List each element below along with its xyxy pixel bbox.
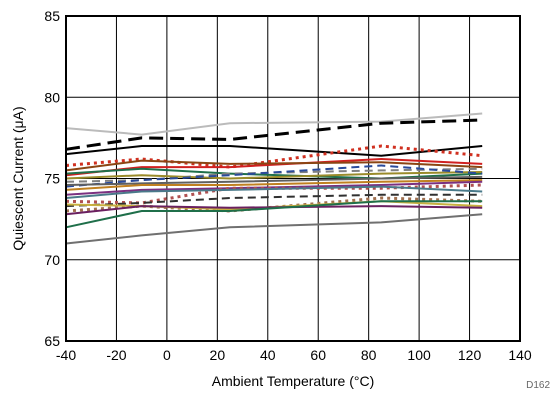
y-tick-label: 65 (44, 333, 60, 349)
y-axis-label: Quiescent Current (μA) (10, 106, 26, 250)
x-tick-label: -20 (106, 347, 126, 363)
series-line-19 (65, 205, 483, 216)
x-tick-label: 20 (210, 347, 226, 363)
series-line-7 (65, 167, 483, 180)
x-tick-label: 120 (458, 347, 482, 363)
y-tick-label: 70 (44, 252, 60, 268)
series-line-14 (65, 183, 483, 205)
x-tick-labels: -40 -20 0 20 40 60 80 100 120 140 (56, 347, 532, 363)
x-axis-label: Ambient Temperature (°C) (212, 373, 375, 389)
y-tick-label: 85 (44, 8, 60, 24)
series-line-13 (65, 180, 483, 196)
x-tick-label: -40 (56, 347, 76, 363)
series-line-15 (65, 185, 483, 199)
series-line-2 (65, 118, 483, 151)
series-line-18 (65, 200, 483, 211)
grid-lines (65, 15, 521, 342)
x-tick-label: 40 (260, 347, 276, 363)
y-tick-label: 75 (44, 171, 60, 187)
series-line-12 (65, 179, 483, 191)
series-line-9 (65, 171, 483, 180)
figure-code: D162 (526, 380, 550, 391)
x-tick-label: 60 (310, 347, 326, 363)
x-tick-label: 140 (508, 347, 532, 363)
series-layer (65, 112, 483, 245)
series-line-20 (65, 200, 483, 229)
plot-area-frame (65, 15, 521, 342)
y-tick-labels: 65 70 75 80 85 (44, 8, 60, 349)
series-line-17 (65, 196, 483, 213)
series-line-6 (65, 159, 483, 172)
series-line-21 (65, 213, 483, 245)
series-line-11 (65, 175, 483, 186)
series-line-1 (65, 112, 483, 136)
series-line-4 (65, 144, 483, 169)
y-tick-label: 80 (44, 89, 60, 105)
x-tick-label: 100 (407, 347, 431, 363)
x-tick-label: 0 (163, 347, 171, 363)
series-line-3 (65, 145, 483, 157)
x-tick-label: 80 (361, 347, 377, 363)
